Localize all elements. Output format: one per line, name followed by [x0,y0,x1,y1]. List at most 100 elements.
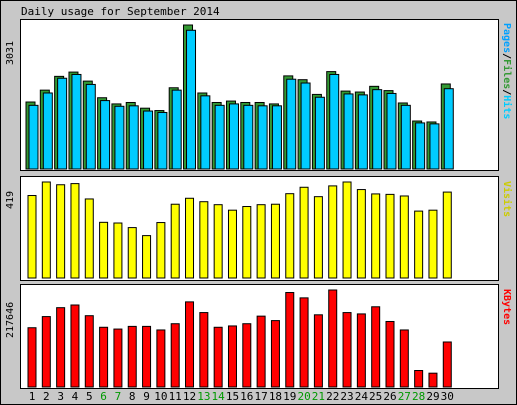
day-label-14: 14 [211,390,225,403]
hits-bar-day-11 [171,89,182,170]
day-label-29: 29 [426,390,440,403]
day-label-17: 17 [254,390,268,403]
kbytes-bar-day-13 [199,312,209,388]
legend-hits: Hits [501,95,512,120]
kbytes-bar-day-30 [442,341,452,388]
kbytes-bar-day-10 [156,329,166,388]
kbytes-bar-day-7 [113,328,123,388]
day-label-23: 23 [340,390,354,403]
kbytes-bar-day-17 [256,315,266,388]
hits-bar-day-19 [286,78,297,170]
kbytes-bar-day-11 [170,323,180,388]
kbytes-bar-day-9 [142,325,152,388]
hits-bar-day-12 [186,29,197,170]
visits-bar-day-22 [328,185,338,279]
visits-bar-day-9 [142,235,152,279]
visits-bar-day-19 [285,193,295,279]
visits-bar-day-26 [385,193,395,279]
kbytes-bar-day-25 [371,306,381,388]
kbytes-bar-day-19 [285,292,295,388]
day-label-7: 7 [114,390,122,403]
hits-bar-day-26 [386,92,397,170]
day-label-30: 30 [440,390,454,403]
visits-bar-day-28 [414,210,424,279]
visits-bar-day-3 [56,184,66,279]
legend-files: Files [501,59,512,90]
day-label-8: 8 [128,390,136,403]
kbytes-bar-day-23 [342,312,352,388]
hits-bar-day-4 [71,73,82,170]
day-label-1: 1 [28,390,36,403]
visits-bar-day-18 [270,203,280,279]
visits-bar-day-20 [299,186,309,279]
visits-bar-day-29 [428,209,438,279]
day-label-2: 2 [43,390,50,403]
visits-bar-day-5 [84,198,94,279]
day-label-16: 16 [240,390,254,403]
day-label-26: 26 [383,390,397,403]
pages-files-hits-legend: Pages/Files/Hits [501,23,512,120]
hits-bar-day-6 [100,100,111,170]
day-label-10: 10 [154,390,168,403]
day-label-28: 28 [412,390,426,403]
hits-bar-day-23 [343,93,354,170]
visits-bar-day-23 [342,181,352,279]
day-label-18: 18 [268,390,283,403]
day-label-5: 5 [85,390,93,403]
hits-bar-day-20 [300,82,311,170]
visits-bar-day-16 [242,206,252,279]
hits-bar-day-18 [271,105,282,170]
hits-bar-day-3 [57,77,68,170]
visits-bar-day-1 [27,195,37,279]
kbytes-bar-day-27 [399,329,409,388]
kbytes-bar-day-24 [356,313,366,388]
visits-bar-day-4 [70,183,80,279]
kbytes-bar-day-21 [313,314,323,388]
hits-bar-day-10 [157,111,168,170]
visits-bar-day-7 [113,222,123,279]
hits-bar-day-5 [85,83,96,170]
visits-bar-day-17 [256,204,266,279]
hits-bar-day-17 [257,105,268,170]
visits-bar-day-11 [170,203,180,279]
visits-bar-day-27 [399,195,409,279]
kbytes-bar-day-4 [70,304,80,388]
visits-bar-day-8 [127,227,137,279]
visits-legend: Visits [501,181,512,218]
kbytes-bar-day-26 [385,320,395,388]
kbytes-bar-day-1 [27,327,37,388]
visits-bar-day-21 [313,196,323,279]
legend-pages: Pages [501,23,512,54]
kbytes-bar-day-3 [56,307,66,388]
day-label-27: 27 [397,390,411,403]
hits-bar-day-30 [443,88,454,170]
day-label-6: 6 [100,390,107,403]
kbytes-bar-day-8 [127,325,137,388]
day-label-22: 22 [326,390,340,403]
hits-bar-day-21 [314,96,325,170]
kbytes-legend: KBytes [501,289,512,326]
day-label-3: 3 [57,390,64,403]
kbytes-bar-day-6 [99,326,109,388]
kbytes-bar-day-29 [428,372,438,388]
hits-bar-day-22 [329,73,340,170]
kbytes-bar-day-20 [299,297,309,388]
day-label-9: 9 [143,390,150,403]
visits-bar-day-15 [227,209,237,279]
visits-bar-day-30 [442,191,452,279]
visits-bar-day-25 [371,193,381,279]
visits-bar-day-12 [185,197,195,279]
kbytes-bar-day-15 [227,325,237,388]
hits-bar-day-8 [128,105,139,170]
chart-title: Daily usage for September 2014 [21,5,220,18]
hits-bar-day-13 [200,95,211,170]
visits-bar-day-14 [213,204,223,279]
hits-bar-day-27 [400,104,411,170]
hits-bar-day-24 [357,94,368,170]
day-label-20: 20 [297,390,311,403]
day-label-21: 21 [311,390,326,403]
day-label-15: 15 [225,390,240,403]
kbytes-bar-day-16 [242,323,252,388]
